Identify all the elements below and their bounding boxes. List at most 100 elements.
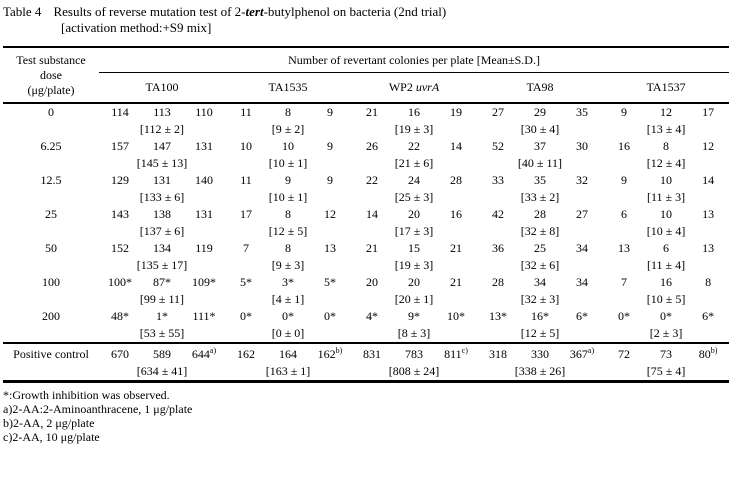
footnote-b: b)2-AA, 2 μg/plate	[3, 416, 95, 430]
value-cell: 10	[660, 173, 672, 187]
footnotes: *:Growth inhibition was observed. a)2-AA…	[3, 388, 729, 444]
activation-method-note: [activation method:+S9 mix]	[61, 20, 212, 35]
value-cell: 34	[576, 241, 588, 255]
value-cell: 113	[153, 105, 171, 119]
table-row-values: 6.25 157 147 131 10 10 9 26 22 14 52 37 30 16 8 12	[3, 138, 729, 155]
table-body: 0 114 113 110 11 8 9 21 16 19 27 29 35 9 12 17 [112 ± 2]…	[3, 103, 730, 382]
strain-header-wp2-uvra: WP2 uvrA	[351, 72, 477, 105]
value-cell: 9	[327, 139, 333, 153]
mean-sd-cell: [17 ± 3]	[394, 224, 434, 238]
value-cell: 318	[477, 342, 519, 363]
mean-sd-cell: [9 ± 3]	[271, 258, 305, 272]
value-cell: 27	[492, 105, 504, 119]
mean-sd-cell: [10 ± 1]	[268, 156, 308, 170]
dose-cell: 50	[45, 241, 57, 255]
mean-sd-cell: [19 ± 3]	[394, 122, 434, 136]
value-cell: 21	[366, 105, 378, 119]
table-number: Table 4	[3, 4, 42, 19]
header-row-2: TA100 TA1535 WP2 uvrA TA98 TA1537	[3, 72, 730, 105]
value-cell: 16	[660, 275, 672, 289]
strain-header-ta1537: TA1537	[603, 72, 730, 105]
mean-sd-cell: [808 ± 24]	[388, 364, 440, 378]
mean-sd-cell: [13 ± 4]	[646, 122, 686, 136]
dose-cell: 0	[48, 105, 54, 119]
value-cell: 589	[141, 342, 183, 363]
mean-sd-cell: [10 ± 1]	[268, 190, 308, 204]
value-cell: 72	[603, 342, 645, 363]
footnote-a: a)2-AA:2-Aminoanthracene, 1 μg/plate	[3, 402, 193, 416]
table-row-mean: [634 ± 41] [163 ± 1] [808 ± 24] [338 ± 26] […	[3, 363, 729, 382]
value-cell: 14	[366, 207, 378, 221]
strain-header-ta98: TA98	[477, 72, 603, 105]
footnote-marker: c)	[461, 346, 468, 355]
value-cell: 783	[393, 342, 435, 363]
value-cell: 11	[240, 173, 252, 187]
dose-header-line3: (μg/plate)	[27, 82, 75, 97]
value-cell: 8	[285, 105, 291, 119]
value-cell: 119	[195, 241, 213, 255]
footnote-marker: a)	[209, 346, 217, 355]
value-cell: 367a)	[561, 342, 603, 363]
mean-sd-cell: [10 ± 4]	[646, 224, 686, 238]
value-cell: 5*	[240, 275, 252, 289]
value-cell: 6*	[576, 309, 588, 323]
mean-sd-cell: [12 ± 5]	[268, 224, 308, 238]
table-row-values: 0 114 113 110 11 8 9 21 16 19 27 29 35 9 12 17	[3, 103, 729, 121]
table-title-line1: Table 4 Results of reverse mutation test …	[3, 4, 729, 20]
table-row-mean: [112 ± 2] [9 ± 2] [19 ± 3] [30 ± 4] [13 ± 4]	[3, 121, 729, 138]
value-cell: 134	[153, 241, 171, 255]
dose-cell: 12.5	[40, 173, 62, 187]
value-cell: 48*	[111, 309, 129, 323]
mean-sd-cell: [4 ± 1]	[271, 292, 305, 306]
mean-sd-cell: [8 ± 3]	[397, 326, 431, 340]
value-cell: 34	[576, 275, 588, 289]
value-cell: 27	[576, 207, 588, 221]
mean-sd-cell: [10 ± 5]	[646, 292, 686, 306]
value-cell: 20	[408, 207, 420, 221]
value-cell: 147	[153, 139, 171, 153]
dose-cell: 6.25	[40, 139, 62, 153]
value-cell: 10	[282, 139, 294, 153]
value-cell: 16	[450, 207, 462, 221]
table-row-values: 25 143 138 131 17 8 12 14 20 16 42 28 27 6 10 13	[3, 206, 729, 223]
mean-sd-cell: [12 ± 4]	[646, 156, 686, 170]
value-cell: 157	[111, 139, 129, 153]
table-row-mean: [145 ± 13] [10 ± 1] [21 ± 6] [40 ± 11] [12 ±…	[3, 155, 729, 172]
page: Table 4 Results of reverse mutation test …	[3, 4, 730, 444]
table-head: Test substance dose (μg/plate) Number of…	[3, 47, 730, 105]
mean-sd-cell: [32 ± 8]	[520, 224, 560, 238]
mean-sd-cell: [9 ± 2]	[271, 122, 305, 136]
mean-sd-cell: [12 ± 5]	[520, 326, 560, 340]
table-row-mean: [133 ± 6] [10 ± 1] [25 ± 3] [33 ± 2] [11 ± 3…	[3, 189, 729, 206]
value-cell: 10*	[447, 309, 465, 323]
mean-sd-cell: [163 ± 1]	[265, 364, 311, 378]
value-cell: 34	[534, 275, 546, 289]
colonies-span-header: Number of revertant colonies per plate […	[99, 47, 730, 74]
value-cell: 16	[408, 105, 420, 119]
value-cell: 30	[576, 139, 588, 153]
value-cell: 35	[576, 105, 588, 119]
value-cell: 17	[702, 105, 715, 119]
value-cell: 7	[243, 241, 249, 255]
value-cell: 6	[663, 241, 669, 255]
table-row-values: Positive control 670 589 644a) 162 164 162b) 83…	[3, 342, 730, 382]
value-cell: 20	[366, 275, 378, 289]
mean-sd-cell: [25 ± 3]	[394, 190, 434, 204]
dose-cell: Positive control	[3, 342, 99, 382]
value-cell: 52	[492, 139, 504, 153]
value-cell: 330	[519, 342, 561, 363]
value-cell: 131	[153, 173, 171, 187]
value-cell: 36	[492, 241, 504, 255]
mean-sd-cell: [40 ± 11]	[517, 156, 563, 170]
mean-sd-cell: [21 ± 6]	[394, 156, 434, 170]
value-cell: 19	[450, 105, 462, 119]
dose-header-line2: dose	[40, 67, 62, 82]
mean-sd-cell: [20 ± 1]	[394, 292, 434, 306]
table-title: Table 4 Results of reverse mutation test …	[3, 4, 729, 36]
mean-sd-cell: [137 ± 6]	[139, 224, 185, 238]
value-cell: 20	[408, 275, 420, 289]
mean-sd-cell: [30 ± 4]	[520, 122, 560, 136]
value-cell: 22	[366, 173, 378, 187]
value-cell: 9*	[408, 309, 420, 323]
value-cell: 12	[324, 207, 336, 221]
